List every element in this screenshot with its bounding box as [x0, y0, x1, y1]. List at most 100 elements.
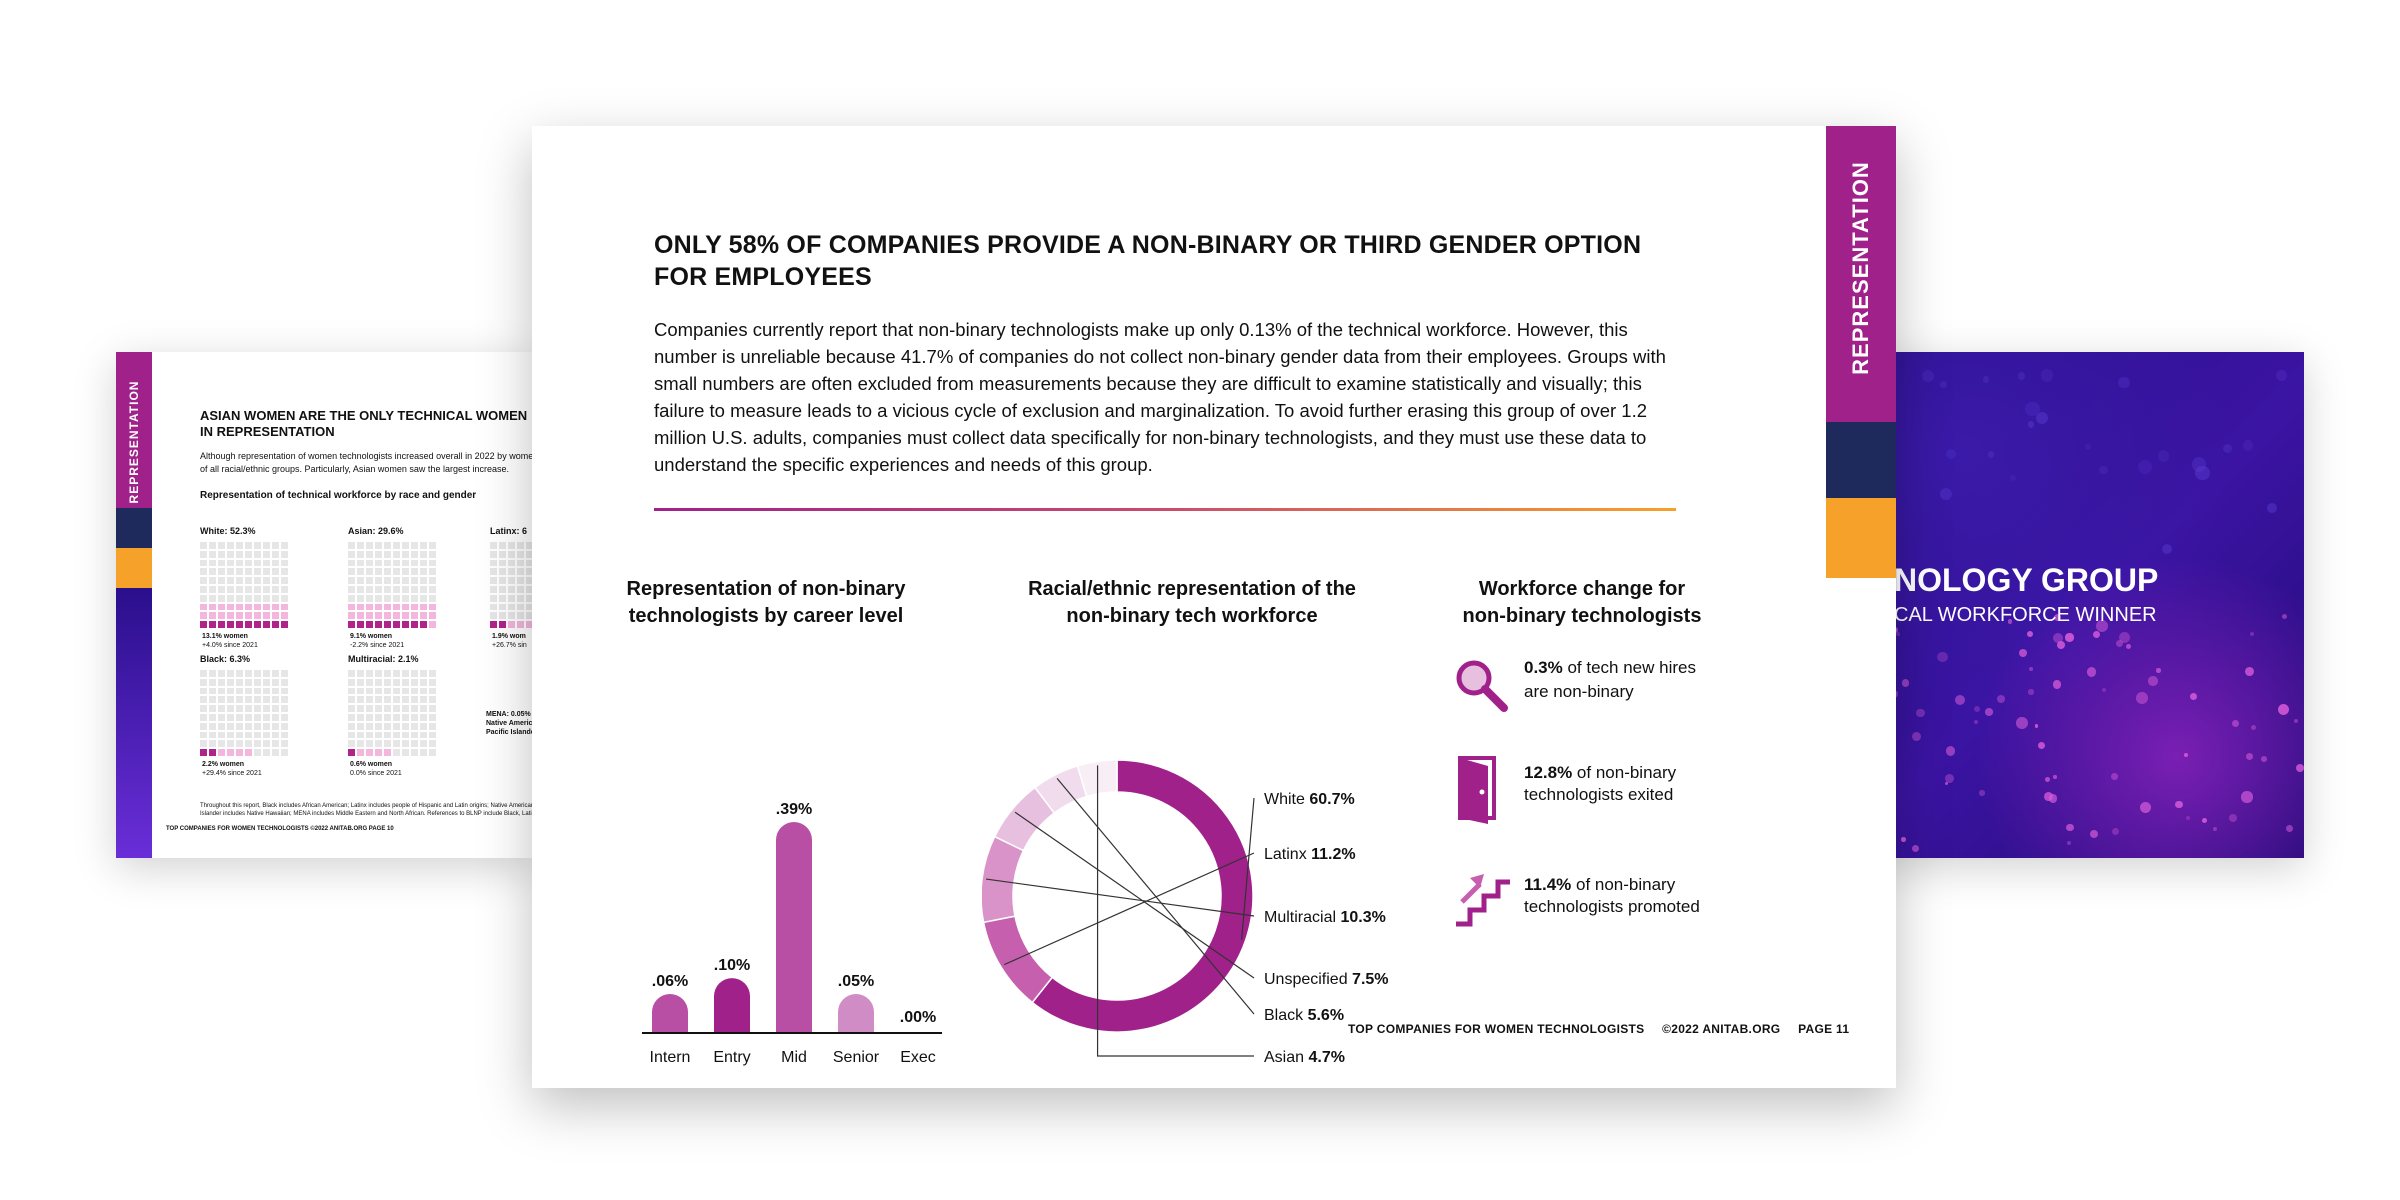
- grid-square: [254, 740, 261, 748]
- grid-square: [272, 550, 279, 558]
- grid-square: [366, 678, 373, 686]
- grid-square: [366, 568, 373, 576]
- grid-square: [272, 722, 279, 730]
- grid-square: [384, 687, 391, 695]
- grid-square: [375, 612, 382, 620]
- grid-square: [254, 559, 261, 567]
- grid-square: [499, 603, 506, 611]
- grid-square: [526, 603, 533, 611]
- grid-square: [499, 550, 506, 558]
- grid-square: [245, 705, 252, 712]
- grid-square: [209, 603, 216, 611]
- grid-square: [348, 577, 355, 584]
- previous-page-thumbnail[interactable]: REPRESENTATION ASIAN WOMEN ARE THE ONLY …: [116, 352, 536, 858]
- particle-dot: [1901, 837, 1906, 842]
- grid-square: [357, 713, 364, 721]
- grid-square: [218, 612, 225, 620]
- particle-dot: [2267, 502, 2278, 513]
- particle-dot: [2053, 775, 2057, 779]
- grid-square: [499, 577, 506, 584]
- grid-square: [420, 740, 427, 748]
- grid-square: [209, 670, 216, 677]
- grid-square: [429, 687, 436, 695]
- grid-square: [281, 550, 288, 558]
- grid-square: [272, 577, 279, 584]
- grid-square: [209, 749, 216, 756]
- workforce-grid: [490, 542, 536, 628]
- grid-square: [411, 568, 418, 576]
- particle-dot: [2018, 648, 2027, 657]
- donut-chart: White 60.7% Latinx 11.2% Multiracial 10.3%…: [982, 759, 1389, 1066]
- new-hires-value: 0.3%: [1524, 658, 1563, 677]
- grid-square: [402, 585, 409, 593]
- new-hires-stat: 0.3% of tech new hires are non-binary: [1452, 656, 1696, 721]
- page-title: ONLY 58% OF COMPANIES PROVIDE A NON-BINA…: [654, 231, 1642, 291]
- bar-value-label: .39%: [776, 801, 812, 818]
- grid-square: [263, 542, 270, 549]
- grid-square: [384, 713, 391, 721]
- grid-note: 2.2% women +29.4% since 2021: [202, 761, 262, 777]
- donut-label-asian: Asian 4.7%: [1264, 1049, 1345, 1066]
- grid-square: [348, 621, 355, 628]
- grid-square: [499, 621, 506, 628]
- particle-dot: [2086, 667, 2097, 677]
- particle-dot: [2041, 369, 2054, 382]
- door-exit-icon: [1458, 756, 1496, 824]
- grid-square: [375, 678, 382, 686]
- particle-dot: [2118, 632, 2130, 644]
- grid-square: [200, 550, 207, 558]
- next-page-thumbnail[interactable]: NOLOGY GROUP CAL WORKFORCE WINNER: [1880, 352, 2304, 858]
- grid-square: [245, 585, 252, 593]
- workforce-grid: [200, 670, 288, 756]
- grid-square: [209, 696, 216, 704]
- grid-square: [384, 740, 391, 748]
- grid-square: [236, 687, 243, 695]
- grid-square: [227, 713, 234, 721]
- particle-dot: [2286, 824, 2294, 832]
- particle-dot: [1997, 694, 2005, 703]
- grid-square: [490, 612, 497, 620]
- grid-square: [227, 603, 234, 611]
- grid-square: [348, 559, 355, 567]
- grid-square: [420, 749, 427, 756]
- grid-square: [200, 603, 207, 611]
- grid-square: [411, 705, 418, 712]
- grid-square: [526, 550, 533, 558]
- grid-square: [245, 542, 252, 549]
- particle-dot: [1987, 451, 1995, 458]
- grid-square: [218, 577, 225, 584]
- grid-square: [254, 550, 261, 558]
- grid-square: [517, 612, 524, 620]
- grid-square: [499, 594, 506, 602]
- bar-intern: [652, 994, 688, 1032]
- grid-square: [402, 577, 409, 584]
- grid-square: [499, 542, 506, 549]
- particle-dot: [2027, 421, 2035, 428]
- donut-leader-line: [1241, 797, 1255, 940]
- grid-square: [384, 568, 391, 576]
- grid-square: [375, 621, 382, 628]
- grid-square: [384, 621, 391, 628]
- grid-square: [218, 713, 225, 721]
- grid-square: [375, 687, 382, 695]
- grid-square: [200, 621, 207, 628]
- particle-dot: [2293, 718, 2299, 724]
- grid-square: [384, 559, 391, 567]
- grid-square: [236, 731, 243, 739]
- grid-square: [245, 577, 252, 584]
- grid-square: [200, 687, 207, 695]
- grid-square: [517, 585, 524, 593]
- grid-square: [281, 705, 288, 712]
- particle-dot: [1940, 488, 1953, 501]
- grid-square: [499, 585, 506, 593]
- grid-square: [272, 740, 279, 748]
- grid-square: [366, 705, 373, 712]
- left-section-tab: REPRESENTATION: [116, 352, 152, 858]
- particle-dot: [1895, 631, 1901, 637]
- grid-square: [281, 577, 288, 584]
- grid-square: [272, 678, 279, 686]
- grid-square: [281, 713, 288, 721]
- grid-square: [357, 542, 364, 549]
- grid-square: [245, 568, 252, 576]
- section-tab: REPRESENTATION: [1826, 126, 1896, 578]
